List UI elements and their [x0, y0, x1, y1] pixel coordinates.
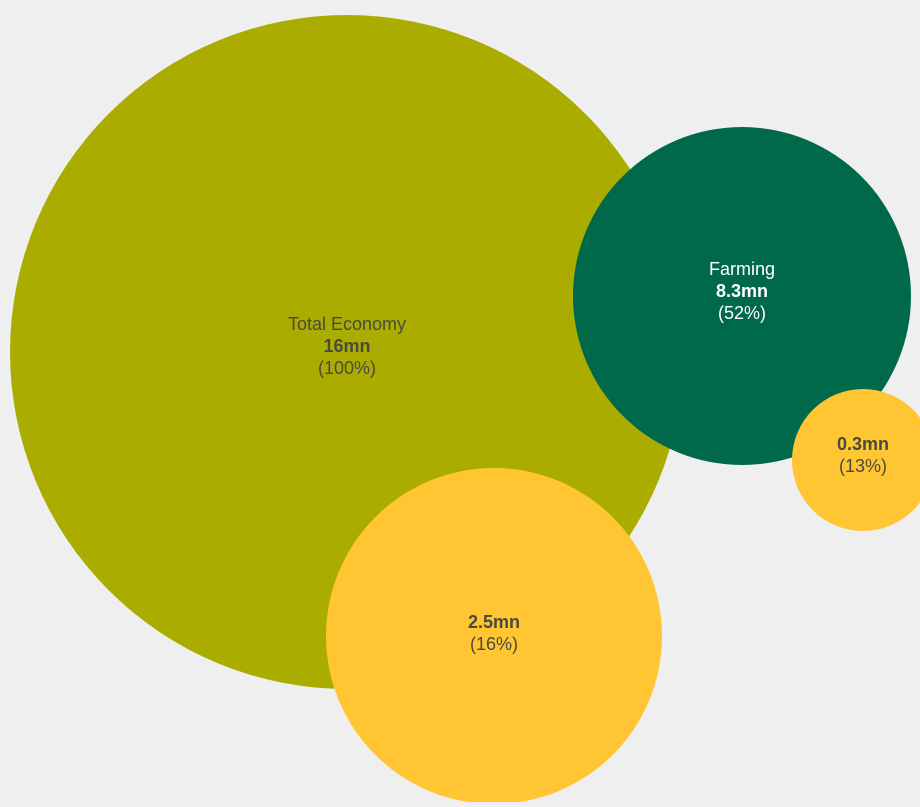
farming-value: 8.3mn — [715, 281, 769, 301]
total-economy-label: Total Economy 16mn (100%) — [247, 313, 447, 379]
bubble-farming-subset — [792, 389, 920, 531]
farming-name: Farming — [708, 259, 775, 279]
total-economy-value: 16mn — [323, 336, 371, 356]
total-subset-share: (16%) — [469, 634, 518, 654]
total-economy-name: Total Economy — [287, 314, 407, 334]
farming-subset-label: 0.3mn (13%) — [813, 433, 913, 477]
farming-share: (52%) — [717, 303, 766, 323]
bubble-farming — [573, 127, 911, 465]
total-subset-value: 2.5mn — [467, 612, 521, 632]
bubble-total-subset — [326, 468, 662, 804]
total-economy-share: (100%) — [317, 358, 377, 378]
total-subset-label: 2.5mn (16%) — [424, 611, 564, 655]
farming-label: Farming 8.3mn (52%) — [662, 258, 822, 324]
farming-subset-value: 0.3mn — [836, 434, 890, 454]
farming-subset-share: (13%) — [838, 456, 887, 476]
